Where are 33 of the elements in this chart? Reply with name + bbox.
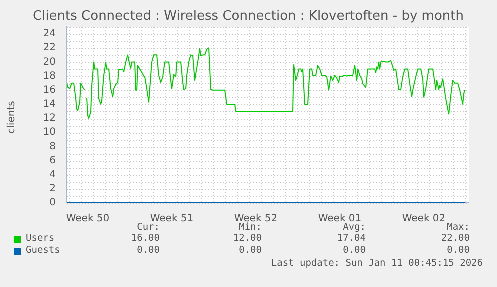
x-tick-label: Week 50 (66, 214, 110, 225)
y-tick-label: 4 (50, 169, 56, 180)
legend-label: Users (26, 233, 55, 244)
text: Avg: (343, 222, 366, 233)
y-tick-label: 16 (43, 84, 56, 96)
y-tick-label: 0 (50, 198, 56, 209)
y-tick-label: 22 (43, 42, 56, 54)
text: 22.00 (441, 233, 470, 244)
text: 0.00 (239, 245, 262, 256)
y-tick-label: 24 (43, 28, 56, 40)
text: Last update: Sun Jan 11 00:45:15 2026 (271, 258, 483, 269)
x-tick-label: Week 02 (402, 214, 446, 225)
text: Max: (447, 222, 470, 233)
text: 0.00 (343, 245, 366, 256)
chart-title: Clients Connected : Wireless Connection : Klovertoften - by month (32, 9, 465, 24)
text: 0.00 (137, 245, 160, 256)
text: 16.00 (131, 233, 160, 244)
text: 0.00 (447, 245, 470, 256)
text: 17.04 (337, 233, 366, 244)
y-tick-label: 8 (50, 141, 56, 152)
y-tick-label: 6 (50, 155, 56, 166)
text: Cur: (137, 222, 160, 233)
x-tick-label: Week 51 (150, 214, 194, 225)
legend-label: Guests (26, 245, 60, 256)
y-tick-label: 10 (43, 127, 56, 138)
y-axis-title: clients (6, 100, 18, 136)
y-tick-label: 14 (43, 99, 56, 110)
y-tick-label: 12 (43, 113, 56, 124)
y-tick-label: 2 (50, 184, 56, 195)
y-tick-label: 20 (43, 56, 56, 68)
text: Min: (239, 222, 262, 233)
text: 12.00 (233, 233, 262, 244)
y-tick-label: 18 (43, 70, 56, 82)
